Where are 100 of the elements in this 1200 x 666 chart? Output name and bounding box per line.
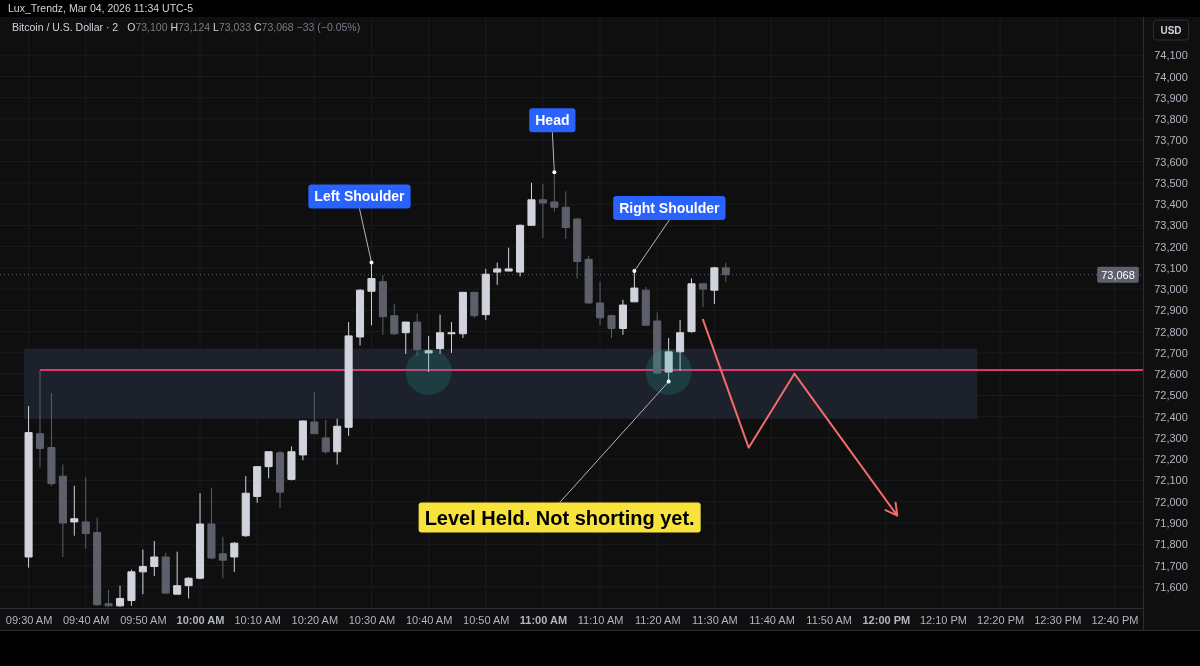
x-tick-label: 09:30 AM bbox=[5, 613, 53, 626]
candlestick bbox=[630, 270, 639, 303]
candlestick bbox=[401, 321, 410, 355]
candlestick bbox=[653, 312, 662, 375]
candlestick bbox=[81, 476, 90, 549]
candlestick bbox=[93, 517, 102, 607]
candlestick bbox=[150, 540, 159, 577]
candlestick bbox=[436, 314, 445, 355]
x-tick-label: 11:00 AM bbox=[519, 613, 568, 626]
candlestick bbox=[470, 291, 479, 319]
y-tick-label: 71,700 bbox=[1154, 559, 1188, 572]
y-tick-label: 73,100 bbox=[1154, 261, 1188, 274]
y-tick-label: 71,600 bbox=[1154, 580, 1188, 593]
candlestick bbox=[458, 291, 467, 339]
candlestick bbox=[596, 281, 605, 326]
x-tick-label: 10:00 AM bbox=[176, 613, 225, 626]
candlestick bbox=[173, 551, 182, 595]
candlestick bbox=[138, 549, 147, 595]
x-tick-label: 10:30 AM bbox=[348, 613, 396, 626]
candlestick bbox=[378, 274, 387, 336]
candlestick bbox=[207, 487, 216, 560]
y-tick-label: 72,100 bbox=[1154, 474, 1188, 487]
candlestick bbox=[298, 420, 307, 461]
candlestick bbox=[538, 183, 547, 239]
x-tick-label: 12:20 PM bbox=[977, 613, 1025, 626]
x-tick-label: 10:40 AM bbox=[405, 613, 453, 626]
y-tick-label: 72,200 bbox=[1154, 453, 1188, 466]
y-tick-label: 73,400 bbox=[1154, 198, 1188, 211]
candlestick bbox=[230, 541, 239, 573]
candlestick bbox=[481, 268, 490, 321]
x-tick-label: 12:10 PM bbox=[919, 613, 968, 626]
candlestick bbox=[710, 266, 719, 305]
x-tick-label: 12:40 PM bbox=[1091, 613, 1139, 626]
chart-subtitle: O73,100 H73,124 L73,033 C73,068 −33 (−0.05%) bbox=[127, 21, 361, 33]
annotation: Level Held. Not shorting yet. bbox=[424, 506, 695, 529]
candlestick bbox=[35, 369, 45, 469]
y-tick-label: 72,500 bbox=[1154, 389, 1188, 402]
ref-line-label: 73,068 bbox=[1101, 268, 1135, 281]
x-tick-label: 11:20 AM bbox=[634, 613, 681, 626]
y-tick-label: 73,800 bbox=[1154, 113, 1188, 126]
y-tick-label: 72,800 bbox=[1154, 325, 1188, 338]
candlestick bbox=[413, 313, 422, 357]
annotation: Right Shoulder bbox=[619, 199, 721, 216]
candlestick bbox=[218, 536, 227, 579]
candlestick bbox=[184, 576, 193, 599]
x-tick-label: 12:00 PM bbox=[862, 613, 911, 626]
candlestick bbox=[253, 466, 262, 504]
candlestick bbox=[447, 321, 456, 354]
candlestick bbox=[161, 552, 170, 595]
candlestick bbox=[641, 286, 650, 326]
candlestick bbox=[195, 492, 205, 580]
x-tick-label: 11:30 AM bbox=[692, 613, 738, 626]
y-tick-label: 73,700 bbox=[1154, 134, 1188, 147]
candlestick bbox=[333, 418, 342, 465]
y-tick-label: 72,000 bbox=[1154, 495, 1188, 508]
text: Lux_Trendz, Mar 04, 2026 11:34 UTC-5 bbox=[8, 2, 194, 14]
y-tick-label: 73,300 bbox=[1154, 219, 1188, 232]
x-tick-label: 09:50 AM bbox=[120, 613, 167, 626]
y-tick-label: 73,500 bbox=[1154, 176, 1188, 189]
candlestick bbox=[516, 223, 525, 277]
y-tick-label: 72,600 bbox=[1154, 368, 1188, 381]
candlestick bbox=[115, 585, 125, 608]
y-tick-label: 72,300 bbox=[1154, 431, 1188, 444]
candlestick bbox=[241, 475, 250, 538]
y-tick-label: 72,700 bbox=[1154, 346, 1188, 359]
x-tick-label: 10:20 AM bbox=[291, 613, 339, 626]
candlestick bbox=[390, 303, 399, 336]
y-tick-label: 73,200 bbox=[1154, 240, 1188, 253]
x-tick-label: 11:40 AM bbox=[749, 613, 795, 626]
x-tick-label: 12:30 PM bbox=[1034, 613, 1082, 626]
candlestick bbox=[264, 451, 273, 479]
candlestick bbox=[310, 391, 319, 435]
candlestick bbox=[687, 277, 696, 334]
candlestick bbox=[24, 405, 33, 569]
candlestick bbox=[527, 182, 536, 226]
y-tick-label: 73,900 bbox=[1154, 91, 1188, 104]
candlestick bbox=[356, 288, 365, 346]
y-tick-label: 71,900 bbox=[1154, 516, 1188, 529]
candlestick bbox=[493, 262, 502, 286]
x-tick-label: 10:10 AM bbox=[234, 613, 281, 626]
candlestick bbox=[104, 589, 113, 608]
candlestick bbox=[344, 321, 353, 437]
candlestick bbox=[504, 247, 513, 272]
candlestick bbox=[275, 450, 285, 509]
candlestick bbox=[127, 569, 136, 607]
y-tick-label: 73,000 bbox=[1154, 283, 1188, 296]
candlestick bbox=[70, 485, 79, 537]
candlestick bbox=[287, 445, 296, 481]
x-tick-label: 11:10 AM bbox=[577, 613, 624, 626]
candlestick bbox=[676, 319, 685, 372]
y-tick-label: 73,600 bbox=[1154, 155, 1188, 168]
candlestick bbox=[47, 392, 56, 487]
chart-title: Bitcoin / U.S. Dollar · 2 bbox=[12, 21, 119, 33]
x-tick-label: 11:50 AM bbox=[806, 613, 853, 626]
y-tick-label: 71,800 bbox=[1154, 538, 1188, 551]
x-tick-label: 10:50 AM bbox=[463, 613, 510, 626]
annotation: Head bbox=[535, 112, 570, 129]
candlestick bbox=[607, 314, 616, 339]
candlestick bbox=[321, 419, 330, 455]
candlestick bbox=[561, 190, 570, 240]
